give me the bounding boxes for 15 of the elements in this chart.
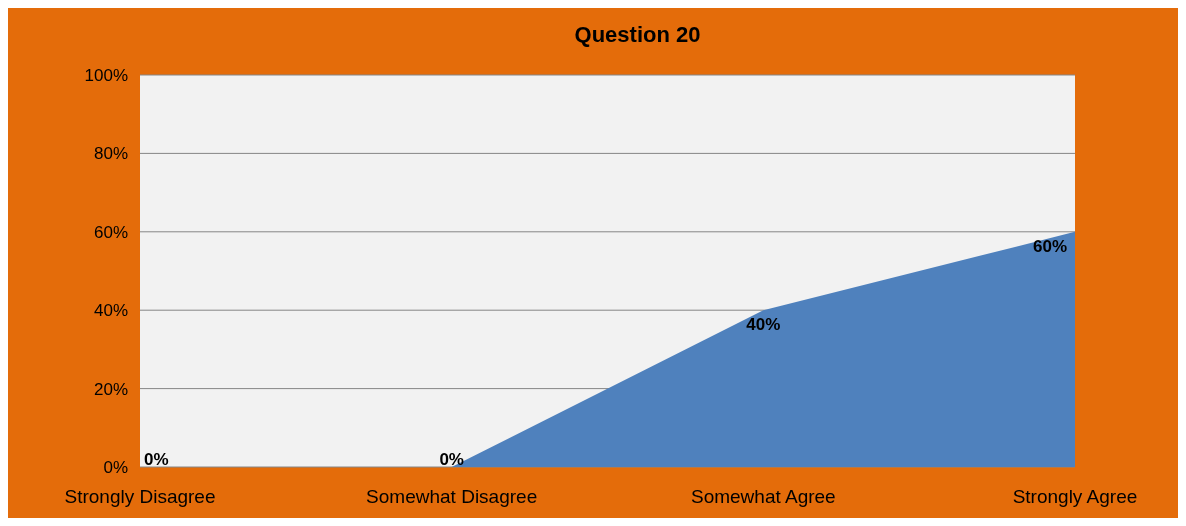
y-tick-label: 0%	[103, 457, 128, 477]
y-tick-label: 40%	[93, 301, 128, 321]
y-tick-label: 100%	[84, 65, 128, 85]
x-tick-label: Strongly Disagree	[64, 486, 216, 507]
x-tick-label: Somewhat Disagree	[366, 486, 538, 507]
y-tick-label: 60%	[93, 222, 128, 242]
data-label: 0%	[144, 449, 169, 469]
chart-title: Question 20	[574, 22, 701, 47]
x-tick-label: Strongly Agree	[1012, 486, 1138, 507]
y-tick-label: 20%	[93, 379, 128, 399]
data-label: 0%	[439, 449, 464, 469]
data-label: 40%	[746, 315, 781, 335]
x-tick-label: Somewhat Agree	[690, 486, 836, 507]
data-label: 60%	[1032, 236, 1067, 256]
y-tick-label: 80%	[93, 144, 128, 164]
